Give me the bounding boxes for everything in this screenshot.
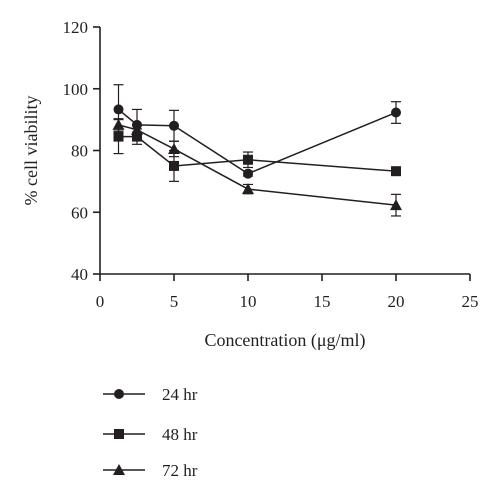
x-tick-label: 0 [96, 292, 105, 311]
x-tick-label: 10 [240, 292, 257, 311]
data-point [169, 160, 179, 171]
series-line [118, 124, 397, 206]
legend-label: 24 hr [162, 385, 198, 404]
y-tick-label: 40 [71, 265, 88, 284]
x-tick-label: 25 [462, 292, 479, 311]
y-tick-label: 60 [71, 203, 88, 222]
triangle-marker-icon [113, 464, 125, 475]
data-point [169, 120, 179, 131]
x-tick-label: 5 [170, 292, 179, 311]
data-point [391, 166, 401, 177]
x-axis-label: Concentration (μg/ml) [204, 330, 365, 351]
circle-marker-icon [114, 389, 124, 399]
legend-item: 72 hr [103, 461, 198, 480]
data-point [131, 123, 143, 135]
data-point [132, 131, 142, 142]
data-point [243, 168, 253, 179]
series-24-hr [113, 84, 401, 179]
y-tick-label: 100 [63, 80, 89, 99]
x-tick-label: 15 [314, 292, 331, 311]
data-point [112, 118, 125, 130]
y-tick-label: 120 [63, 18, 89, 37]
x-ticks: 0 5 10 15 20 25 [96, 274, 479, 311]
y-tick-label: 80 [71, 142, 88, 161]
data-point [168, 142, 180, 154]
data-point [113, 131, 124, 142]
data-point [243, 154, 253, 165]
legend-item: 48 hr [103, 425, 198, 444]
data-point [113, 104, 124, 115]
data-point [391, 107, 401, 118]
legend-item: 24 hr [103, 385, 198, 404]
data-point [390, 199, 402, 211]
square-marker-icon [114, 429, 124, 439]
plot-series [112, 84, 402, 217]
series-72-hr [112, 118, 402, 217]
legend-label: 72 hr [162, 461, 198, 480]
data-point [242, 183, 254, 195]
legend: 24 hr 48 hr 72 hr [103, 385, 198, 480]
y-axis-label: % cell viability [21, 96, 41, 206]
legend-label: 48 hr [162, 425, 198, 444]
y-ticks: 40 60 80 100 120 [63, 18, 100, 284]
x-tick-label: 20 [388, 292, 405, 311]
